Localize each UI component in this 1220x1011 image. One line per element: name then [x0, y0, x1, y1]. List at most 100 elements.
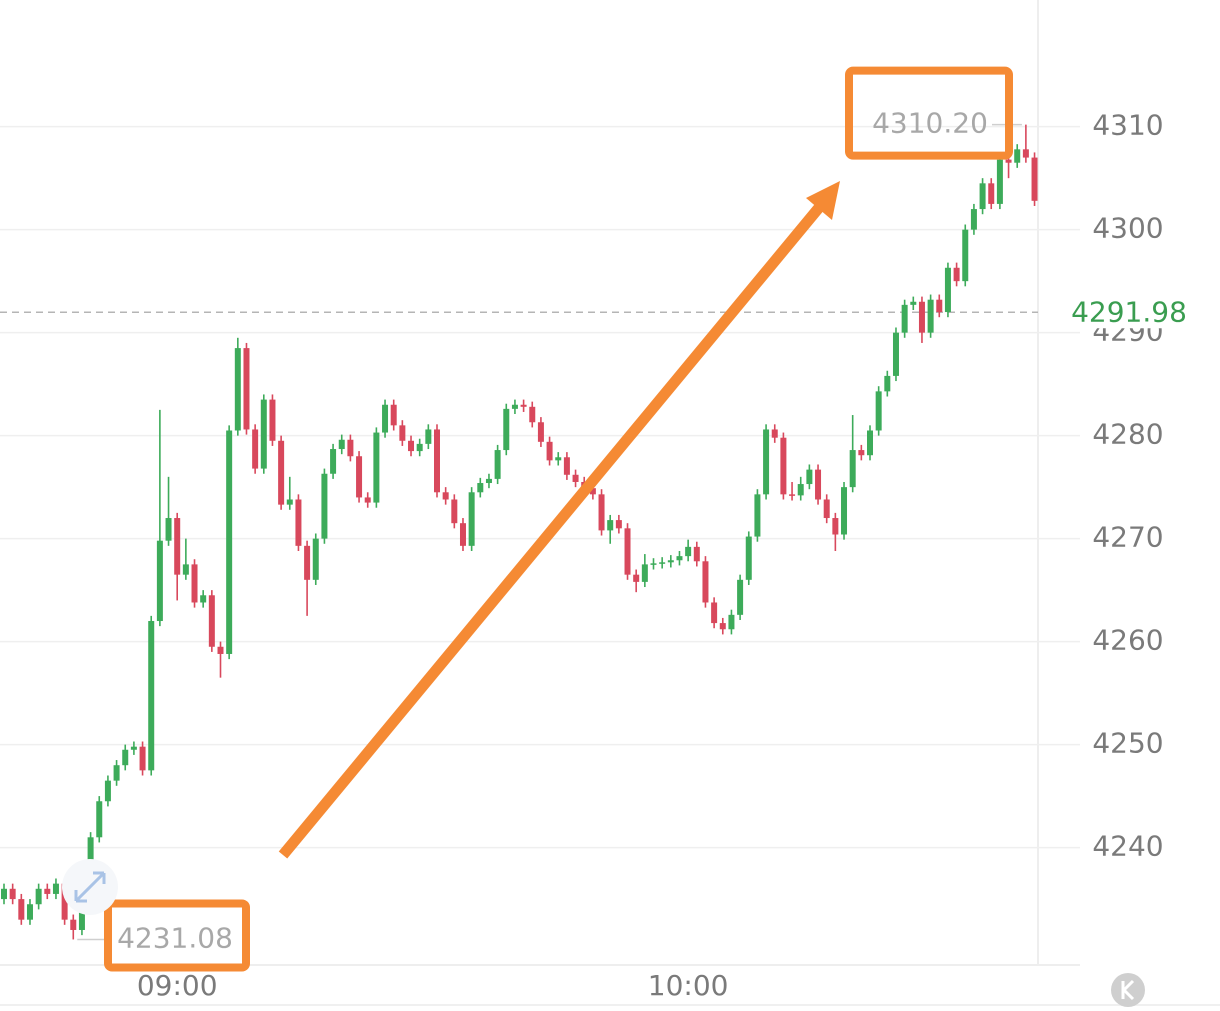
candle-body — [659, 562, 666, 564]
candle-body — [702, 561, 709, 603]
candle-body — [122, 749, 129, 766]
candle-body — [615, 520, 622, 529]
candle-body — [520, 404, 527, 407]
candle-body — [442, 492, 449, 500]
candle-body — [563, 457, 570, 475]
candle-body — [711, 602, 718, 624]
candle-body — [139, 746, 146, 771]
candle-body — [676, 556, 683, 561]
candle-body — [763, 429, 770, 495]
candle-body — [797, 484, 804, 496]
candle-body — [892, 332, 899, 376]
candle-body — [208, 595, 215, 647]
candle-body — [26, 904, 33, 920]
candle-body — [789, 494, 796, 496]
candle-body — [399, 425, 406, 441]
candle-body — [260, 399, 267, 469]
candle-body — [815, 469, 822, 500]
collapse-button[interactable] — [1111, 973, 1145, 1007]
candle-body — [165, 518, 172, 541]
candle-body — [910, 301, 917, 305]
trend-arrow — [278, 200, 827, 859]
candle-body — [693, 546, 700, 562]
candle-body — [1014, 149, 1021, 163]
candle-body — [494, 450, 501, 479]
candle-body — [650, 563, 657, 565]
candle-body — [598, 494, 605, 531]
candle-body — [356, 456, 363, 498]
x-tick-label: 10:00 — [648, 969, 729, 1002]
candle-body — [243, 348, 250, 430]
candle-body — [537, 422, 544, 442]
candle-body — [295, 499, 302, 546]
candle-body — [226, 430, 233, 654]
candle-body — [936, 299, 943, 313]
candle-body — [321, 473, 328, 539]
candle-body — [269, 399, 276, 441]
candle-body — [996, 159, 1003, 204]
candle-body — [70, 919, 77, 930]
candle-body — [468, 492, 475, 546]
candle-body — [434, 429, 440, 493]
candle-body — [849, 450, 856, 488]
candle-body — [200, 595, 207, 603]
candle-body — [728, 614, 735, 630]
min-annotation: 4231.08 — [117, 921, 233, 954]
candle-body — [78, 899, 85, 930]
candle-body — [252, 429, 259, 469]
candle-body — [970, 209, 977, 230]
candle-body — [511, 404, 518, 409]
candle-body — [624, 528, 631, 575]
candle-body — [373, 432, 380, 503]
candle-body — [459, 523, 466, 546]
candle-body — [503, 408, 510, 451]
candle-body — [667, 560, 674, 563]
candle-body — [312, 538, 319, 580]
candle-body — [364, 497, 371, 503]
candle-body — [156, 540, 163, 622]
candle-body — [44, 888, 51, 894]
last-price-label: 4291.98 — [1071, 295, 1187, 328]
candle-body — [113, 765, 120, 781]
expand-icon — [74, 871, 106, 903]
candle-body — [174, 518, 181, 575]
candle-body — [477, 483, 484, 493]
y-tick-label: 4240 — [1092, 830, 1163, 863]
last-price-bg — [1040, 296, 1220, 329]
candle-body — [962, 229, 969, 282]
candle-body — [304, 545, 311, 580]
candle-body — [35, 888, 42, 905]
candle-body — [841, 487, 848, 535]
x-tick-label: 09:00 — [137, 969, 218, 1002]
candle-body — [832, 518, 839, 535]
candle-body — [979, 183, 986, 210]
y-tick-label: 4310 — [1092, 109, 1163, 142]
candle-body — [338, 439, 345, 450]
collapse-icon — [1121, 979, 1135, 1001]
candle-body — [771, 429, 778, 438]
candle-body — [719, 623, 726, 630]
candle-body — [927, 299, 934, 333]
min-highlight — [104, 899, 250, 972]
candle-body — [867, 430, 873, 456]
candle-body — [96, 801, 103, 838]
candle-body — [823, 499, 830, 519]
candle-body — [918, 301, 925, 333]
candle-body — [61, 883, 68, 920]
candle-body — [572, 474, 579, 482]
candle-body — [18, 899, 25, 920]
candle-body — [485, 478, 492, 484]
candle-body — [217, 646, 224, 654]
y-tick-label: 4270 — [1092, 521, 1163, 554]
max-highlight — [845, 66, 1013, 160]
y-tick-label: 4280 — [1092, 418, 1163, 451]
candle-body — [382, 404, 389, 433]
candle-body — [641, 564, 648, 582]
candle-body — [745, 536, 752, 580]
candle-body — [148, 621, 155, 771]
candle-body — [806, 469, 813, 485]
candle-body — [875, 391, 882, 431]
candle-body — [451, 499, 458, 524]
